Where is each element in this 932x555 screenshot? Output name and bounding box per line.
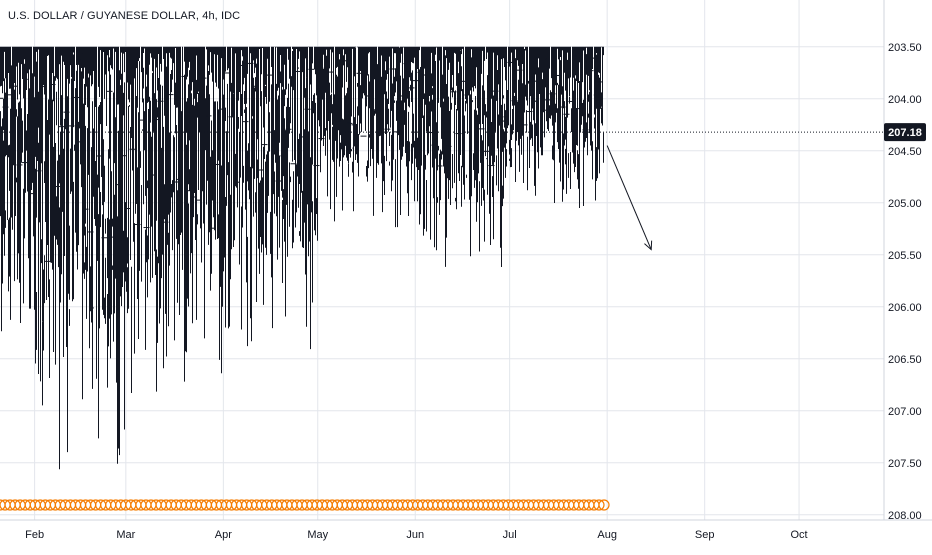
price-tick-label: 206.50 [888, 354, 922, 366]
time-tick-label: Aug [597, 529, 617, 541]
price-tick-label: 205.50 [888, 250, 922, 262]
price-tick-label: 204.00 [888, 94, 922, 106]
event-marker[interactable] [593, 499, 605, 511]
time-tick-label: Apr [215, 529, 232, 541]
time-tick-label: Jun [406, 529, 424, 541]
price-tick-label: 203.50 [888, 42, 922, 54]
price-tick-label: 204.50 [888, 146, 922, 158]
projection-arrow-head [644, 240, 653, 251]
chart-title: U.S. DOLLAR / GUYANESE DOLLAR, 4h, IDC [8, 10, 241, 22]
time-tick-label: Sep [695, 529, 715, 541]
event-marker[interactable] [598, 499, 610, 511]
price-axis[interactable]: 208.00 207.50 207.00 206.50 206.00 205.50 205.… [883, 0, 922, 522]
time-axis[interactable]: Feb Mar Apr May Jun Jul Aug Sep Oct [0, 519, 932, 541]
time-tick-label: Mar [116, 529, 135, 541]
last-price-label: 207.18 [884, 123, 926, 142]
time-tick-label: Jul [503, 529, 517, 541]
price-tick-label: 207.50 [888, 458, 922, 470]
projection-arrow [606, 145, 653, 251]
time-tick-label: May [307, 529, 328, 541]
last-price-value: 207.18 [888, 127, 922, 139]
price-tick-label: 205.00 [888, 198, 922, 210]
event-markers[interactable] [0, 499, 610, 511]
price-tick-label: 206.00 [888, 302, 922, 314]
time-tick-label: Oct [790, 529, 807, 541]
projection-arrow-shaft [606, 145, 652, 250]
price-tick-label: 207.00 [888, 406, 922, 418]
candles [0, 46, 604, 470]
time-tick-label: Feb [25, 529, 44, 541]
price-tick-label: 208.00 [888, 510, 922, 522]
